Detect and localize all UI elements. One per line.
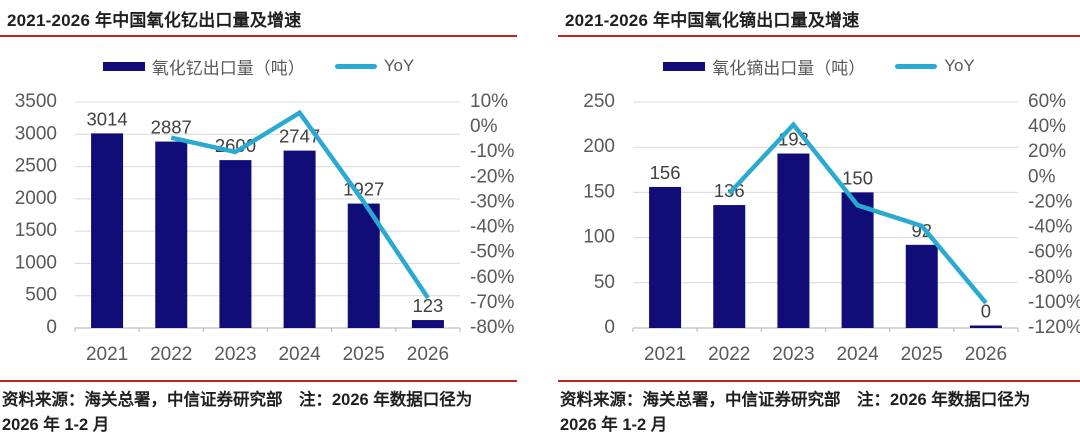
left-axis-tick: 200 — [583, 136, 615, 157]
x-axis-label: 2021 — [644, 344, 686, 365]
chart-title: 2021-2026 年中国氧化钇出口量及增速 — [7, 11, 302, 30]
right-axis-tick: -30% — [470, 191, 514, 212]
x-axis — [74, 327, 461, 332]
gridlines — [75, 101, 460, 297]
left-axis-tick: 2500 — [15, 156, 57, 177]
yttrium-export-chart-panel: 2021-2026 年中国氧化钇出口量及增速 氧化钇出口量（吨） YoY 350… — [0, 0, 517, 439]
bar-2023 — [777, 153, 810, 328]
bar-value-label: 150 — [842, 167, 873, 188]
bar-2021 — [649, 186, 682, 328]
right-axis-tick: -120% — [1028, 317, 1080, 338]
export-bars — [649, 153, 1002, 328]
x-axis-label: 2023 — [772, 344, 814, 365]
left-axis-tick: 150 — [583, 181, 615, 202]
legend-line-label: YoY — [944, 56, 975, 75]
yoy-line — [727, 121, 988, 305]
bar-value-label: 123 — [412, 295, 443, 316]
left-axis-tick: 3500 — [15, 91, 57, 112]
x-axis-label: 2022 — [150, 344, 192, 365]
right-axis-tick: 0% — [1028, 166, 1056, 187]
right-axis-tick: 20% — [1028, 141, 1066, 162]
chart-legend: 氧化镝出口量（吨） YoY — [558, 56, 1080, 78]
legend-line-swatch — [334, 63, 377, 69]
title-underline — [0, 35, 517, 37]
gridlines — [633, 101, 1018, 284]
right-axis-tick: -60% — [1028, 242, 1072, 263]
left-axis-tick: 1000 — [15, 252, 57, 273]
right-axis-tick: -100% — [1028, 292, 1080, 313]
right-axis-tick: 10% — [470, 91, 508, 112]
right-axis-tick: 0% — [470, 116, 498, 137]
bar-2022 — [713, 205, 746, 328]
source-line1: 资料来源：海关总署，中信证券研究部 注：2026 年数据口径为 — [560, 391, 1031, 409]
right-axis-tick: -60% — [470, 267, 514, 288]
export-bars — [91, 133, 444, 328]
left-axis-tick: 0 — [604, 317, 615, 338]
right-axis-tick: -80% — [1028, 267, 1072, 288]
bar-value-label: 156 — [650, 162, 681, 183]
bar-2025 — [905, 244, 938, 328]
yoy-line — [170, 109, 430, 300]
x-axis-label: 2025 — [343, 344, 385, 365]
yttrium-export-bar-line-chart: 3500 3000 2500 2000 1500 1000 500 0 10% 0% -10% -20… — [15, 91, 515, 365]
left-axis-tick: 1500 — [15, 220, 57, 241]
right-axis-tick: -20% — [1028, 191, 1072, 212]
source-note: 资料来源：海关总署，中信证券研究部 注：2026 年数据口径为 2026 年 1… — [558, 380, 1080, 438]
bar-2022 — [155, 141, 188, 328]
left-axis-tick: 500 — [25, 285, 57, 306]
legend-bar-swatch — [663, 61, 706, 71]
dysprosium-export-bar-line-chart: 250 200 150 100 50 0 60% 40% 20% 0% -20% -40% -60% -8… — [583, 91, 1080, 365]
right-axis-tick: -10% — [470, 141, 514, 162]
chart-legend: 氧化钇出口量（吨） YoY — [0, 56, 517, 78]
right-axis-tick: 40% — [1028, 116, 1066, 137]
bar-2023 — [219, 160, 252, 328]
source-line2: 2026 年 1-2 月 — [2, 416, 110, 434]
x-axis-label: 2024 — [836, 344, 879, 365]
x-axis-label: 2025 — [901, 344, 943, 365]
bar-2025 — [347, 203, 380, 328]
dysprosium-export-chart-panel: 2021-2026 年中国氧化镝出口量及增速 氧化镝出口量（吨） YoY 250… — [558, 0, 1080, 439]
right-axis-tick: 60% — [1028, 91, 1066, 112]
x-axis-label: 2022 — [708, 344, 750, 365]
right-axis-tick: -40% — [470, 217, 514, 238]
x-axis-label: 2024 — [278, 344, 321, 365]
x-axis — [632, 327, 1019, 332]
x-axis-label: 2023 — [214, 344, 256, 365]
source-line2: 2026 年 1-2 月 — [560, 416, 668, 434]
left-axis-tick: 100 — [583, 227, 615, 248]
right-axis-tick: -20% — [470, 166, 514, 187]
bar-value-label: 2887 — [151, 117, 192, 138]
legend-bar-label: 氧化镝出口量（吨） — [712, 58, 866, 78]
right-axis-tick: -80% — [470, 317, 514, 338]
bar-2024 — [841, 192, 874, 328]
chart-title: 2021-2026 年中国氧化镝出口量及增速 — [565, 11, 860, 30]
source-line1: 资料来源：海关总署，中信证券研究部 注：2026 年数据口径为 — [2, 391, 473, 409]
bar-value-label: 3014 — [87, 108, 128, 129]
bar-2026 — [969, 325, 1002, 328]
left-axis-tick: 3000 — [15, 123, 57, 144]
right-axis-tick: -70% — [470, 292, 514, 313]
left-axis-tick: 50 — [594, 272, 615, 293]
right-axis-tick: -50% — [470, 242, 514, 263]
right-axis-tick: -40% — [1028, 217, 1072, 238]
legend-line-swatch — [895, 63, 938, 69]
left-axis-tick: 0 — [46, 317, 57, 338]
legend-bar-swatch — [102, 61, 145, 71]
left-axis-tick: 2000 — [15, 188, 57, 209]
legend-bar-label: 氧化钇出口量（吨） — [151, 58, 305, 78]
bar-2021 — [91, 133, 124, 328]
bar-2026 — [411, 320, 444, 328]
x-axis-label: 2021 — [86, 344, 128, 365]
source-note: 资料来源：海关总署，中信证券研究部 注：2026 年数据口径为 2026 年 1… — [0, 380, 517, 438]
bar-value-label: 0 — [981, 301, 991, 322]
x-axis-label: 2026 — [407, 344, 449, 365]
left-axis-tick: 250 — [583, 91, 615, 112]
bar-2024 — [283, 150, 316, 328]
x-axis-label: 2026 — [965, 344, 1007, 365]
title-underline — [558, 35, 1080, 37]
legend-line-label: YoY — [383, 56, 415, 75]
